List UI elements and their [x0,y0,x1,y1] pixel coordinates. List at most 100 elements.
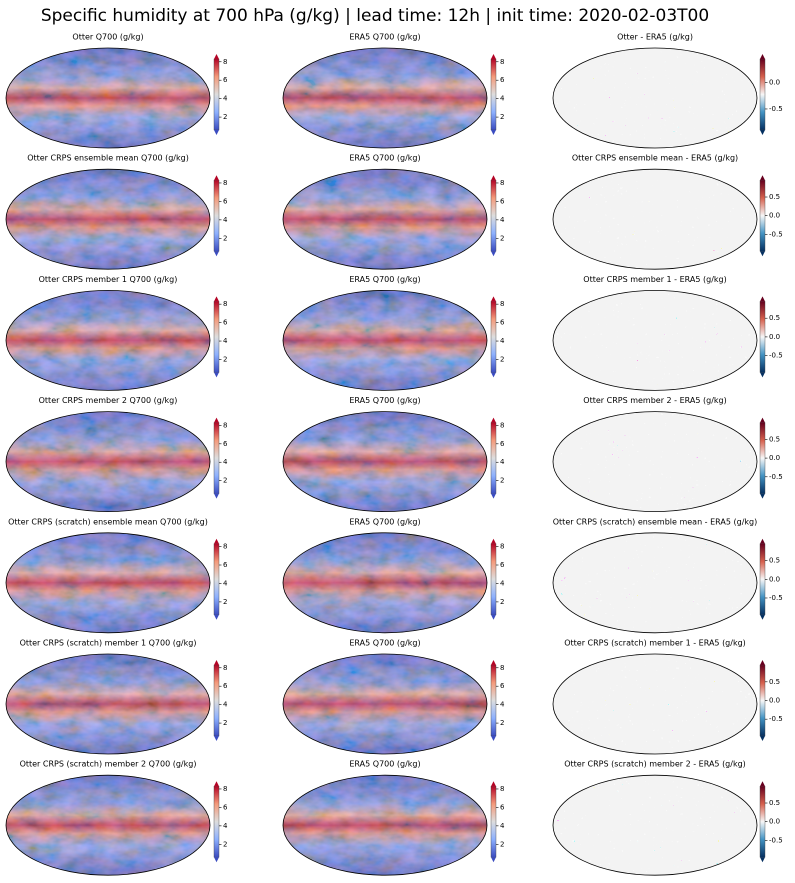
colorbar-extend [760,130,765,135]
colorbar-extend [491,857,496,863]
colorbar-extend [760,372,765,378]
map-outline [552,47,758,149]
colorbar-tick-label: 2 [500,234,504,242]
colorbar-tick-label: 4 [223,216,228,224]
colorbar-extend [214,175,219,181]
map-texture [553,654,757,754]
colorbar [490,786,497,858]
colorbar-extend [214,857,219,863]
map-texture [6,411,210,512]
colorbar-tick-label: 6 [223,76,228,84]
colorbar-extend [214,781,219,787]
colorbar-tick-label: 2 [500,113,504,121]
colorbar-tick-label: 2 [500,719,504,727]
colorbar-tick-label: 8 [223,421,227,429]
map-outline [282,47,488,149]
colorbar-tick-label: 8 [500,664,504,672]
map-outline [282,532,488,634]
colorbar [490,422,497,494]
panel-title: Otter CRPS (scratch) member 1 - ERA5 (g/… [564,639,746,648]
map-outline [282,653,488,755]
colorbar-tick-label: 2 [223,840,227,848]
colorbar-extend [491,54,496,59]
colorbar-tick-label: 8 [223,58,227,66]
colorbar-tick-label: 0.0 [769,212,780,220]
map-outline [552,532,758,634]
colorbar [213,543,220,615]
colorbar-extend [491,417,496,423]
colorbar-tick-label: 0.0 [769,79,780,87]
colorbar-tick-label: -0.5 [769,715,783,723]
colorbar [490,58,497,131]
colorbar-tick-label: 8 [223,300,227,308]
colorbar-tick-label: 6 [500,803,505,811]
colorbar-tick-label: 2 [500,598,504,606]
map-texture [553,532,757,633]
panel-title: ERA5 Q700 (g/kg) [349,275,420,284]
colorbar-tick-label: 4 [500,822,505,830]
colorbar-extend [760,296,765,302]
colorbar-tick-label: 6 [223,561,228,569]
panel-title: ERA5 Q700 (g/kg) [349,154,420,163]
colorbar-tick-label: 6 [500,682,505,690]
colorbar-tick-label: 0.5 [769,193,780,201]
colorbar-extend [491,493,496,499]
colorbar-extend [760,175,765,181]
colorbar-extend [491,660,496,665]
colorbar-tick-label: 6 [500,561,505,569]
colorbar-tick-label: 8 [500,785,504,793]
colorbar-tick-label: 8 [223,664,227,672]
panel-title: Otter Q700 (g/kg) [72,33,143,42]
colorbar-extend [491,614,496,620]
map-outline [5,411,211,513]
colorbar-tick-label: 0.0 [769,454,780,462]
map-outline [552,168,758,270]
colorbar-tick-label: 6 [500,76,505,84]
colorbar-tick-label: 2 [500,355,504,363]
colorbar-tick-label: 0.0 [769,697,780,705]
colorbar-tick-label: -0.5 [769,352,783,360]
panel-title: Otter CRPS (scratch) member 1 Q700 (g/kg… [20,639,197,648]
colorbar-tick-label: 8 [500,421,504,429]
colorbar [759,301,766,373]
colorbar [213,422,220,494]
colorbar-extend [214,660,219,665]
map-texture [553,290,757,391]
colorbar [759,543,766,615]
colorbar-tick-label: 4 [500,458,505,466]
colorbar-tick-label: 4 [500,701,505,709]
colorbar-tick-label: 8 [223,785,227,793]
map-texture [553,48,757,148]
panel-title: Otter CRPS member 2 Q700 (g/kg) [39,396,178,405]
panel-title: Otter CRPS member 1 - ERA5 (g/kg) [583,275,726,284]
map-texture [6,169,210,270]
colorbar-tick-label: 2 [223,113,227,121]
map-outline [552,289,758,391]
colorbar-tick-label: 0.5 [769,799,780,807]
colorbar-tick-label: 8 [223,179,227,187]
colorbar-tick-label: 6 [223,803,228,811]
colorbar [213,301,220,373]
panel-title: Otter CRPS member 1 Q700 (g/kg) [39,275,178,284]
map-outline [5,289,211,391]
map-texture [553,411,757,512]
colorbar-tick-label: 2 [223,719,227,727]
panel-title: ERA5 Q700 (g/kg) [349,760,420,769]
colorbar-tick-label: 0.0 [769,575,780,583]
colorbar-tick-label: 2 [500,840,504,848]
colorbar-extend [760,251,765,257]
map-texture [6,654,210,754]
colorbar-extend [214,130,219,135]
colorbar-extend [491,175,496,181]
colorbar-extend [214,251,219,257]
map-outline [282,774,488,876]
colorbar-extend [491,251,496,257]
map-texture [283,532,487,633]
map-texture [283,654,487,754]
map-outline [282,411,488,513]
colorbar-tick-label: 8 [500,300,504,308]
map-texture [283,290,487,391]
colorbar-tick-label: -0.5 [769,594,783,602]
colorbar-extend [214,372,219,378]
